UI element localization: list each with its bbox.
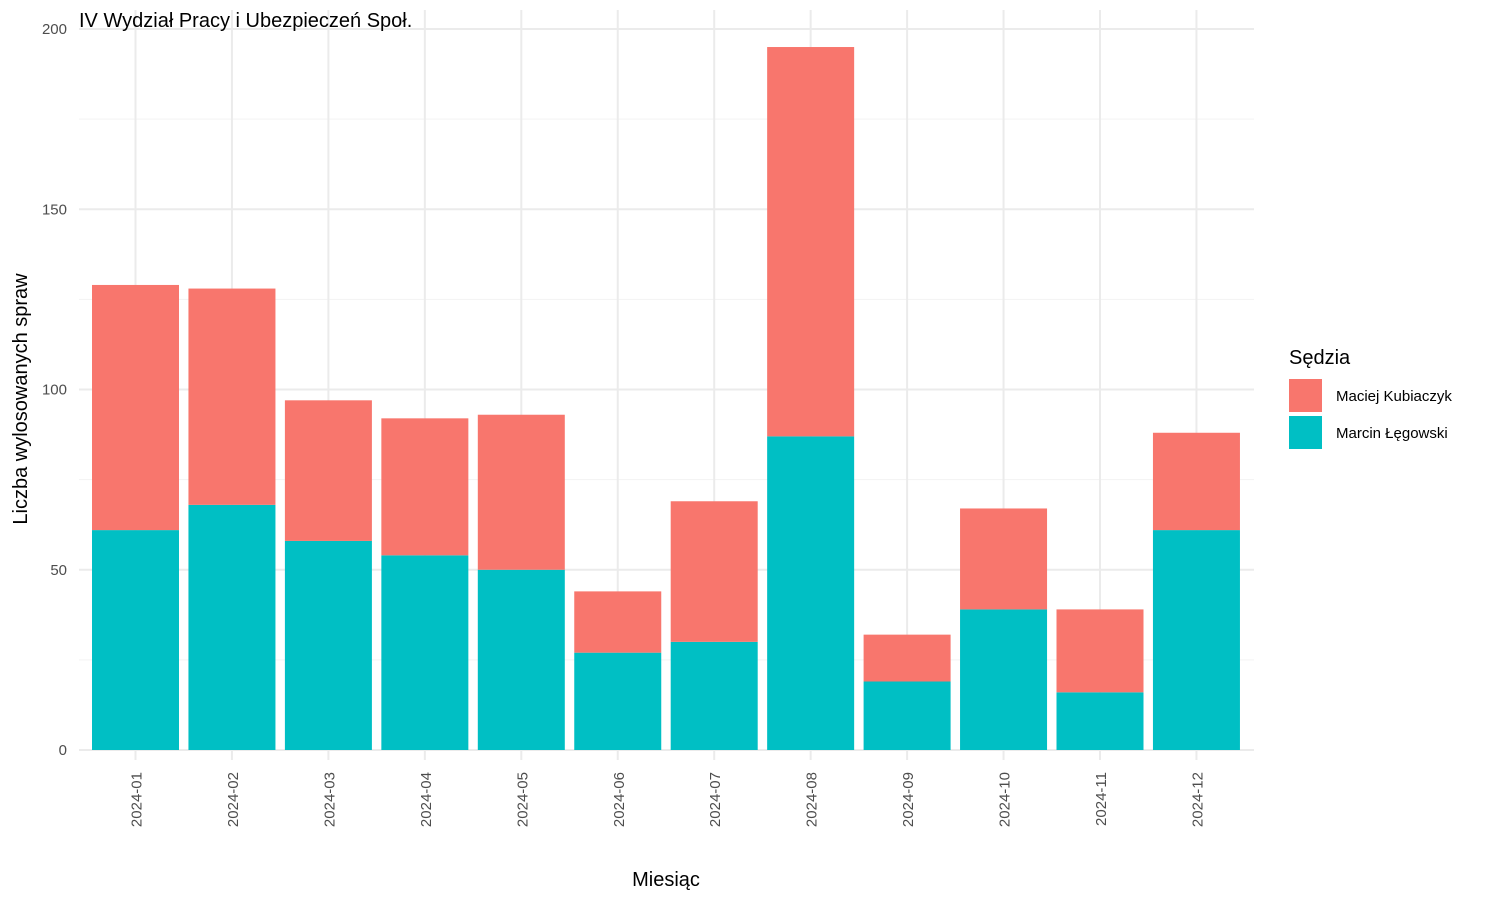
bar-maciej-kubiaczyk-2024-07 [670,501,758,642]
legend-swatch-marcin-legowski [1289,416,1322,449]
bar-marcin-legowski-2024-09 [863,681,951,750]
x-tick-label: 2024-10 [997,772,1014,827]
y-tick-label: 0 [59,742,67,759]
legend: Sędzia Maciej Kubiaczyk Marcin Łęgowski [1289,347,1452,449]
x-tick-label: 2024-04 [418,772,435,827]
x-axis-ticks: 2024-01 2024-02 2024-03 2024-04 2024-05 2024-… [129,772,1207,827]
bar-maciej-kubiaczyk-2024-02 [188,288,276,505]
bar-marcin-legowski-2024-08 [767,436,855,750]
bar-maciej-kubiaczyk-2024-10 [960,508,1048,610]
bar-marcin-legowski-2024-02 [188,504,276,750]
y-tick-label: 150 [42,201,67,218]
bar-marcin-legowski-2024-03 [284,540,372,750]
bar-marcin-legowski-2024-07 [670,641,758,750]
x-tick-label: 2024-08 [804,772,821,827]
x-tick-label: 2024-12 [1189,772,1206,827]
bar-maciej-kubiaczyk-2024-03 [284,400,372,541]
x-tick-label: 2024-01 [129,772,146,827]
x-tick-label: 2024-09 [900,772,917,827]
bar-marcin-legowski-2024-04 [381,555,469,750]
bar-maciej-kubiaczyk-2024-04 [381,418,469,556]
bar-maciej-kubiaczyk-2024-09 [863,634,951,682]
x-tick-label: 2024-07 [707,772,724,827]
bar-maciej-kubiaczyk-2024-06 [574,591,662,653]
legend-swatch-maciej-kubiaczyk [1289,379,1322,412]
y-tick-label: 50 [50,562,67,579]
x-tick-label: 2024-05 [514,772,531,827]
bar-marcin-legowski-2024-10 [960,609,1048,750]
x-tick-label: 2024-11 [1093,772,1110,826]
y-tick-label: 200 [42,21,67,38]
x-tick-label: 2024-03 [321,772,338,827]
bar-marcin-legowski-2024-11 [1056,692,1144,750]
x-axis-title: Miesiąc [632,869,700,891]
bar-maciej-kubiaczyk-2024-01 [92,284,179,531]
bar-marcin-legowski-2024-12 [1152,530,1240,750]
bar-marcin-legowski-2024-05 [477,569,565,750]
y-axis-ticks: 0 50 100 150 200 [42,21,67,759]
y-axis-title: Liczba wylosowanych spraw [10,273,32,525]
legend-label-maciej-kubiaczyk: Maciej Kubiaczyk [1336,388,1452,405]
bar-maciej-kubiaczyk-2024-11 [1056,609,1144,693]
bars-layer [92,47,1240,750]
bar-maciej-kubiaczyk-2024-12 [1152,432,1240,531]
bar-maciej-kubiaczyk-2024-05 [477,414,565,570]
bar-marcin-legowski-2024-06 [574,652,662,750]
legend-title: Sędzia [1289,347,1351,369]
x-tick-label: 2024-02 [225,772,242,827]
chart-title: IV Wydział Pracy i Ubezpieczeń Społ. [79,10,412,32]
y-tick-label: 100 [42,382,67,399]
bar-maciej-kubiaczyk-2024-08 [767,47,855,437]
bar-marcin-legowski-2024-01 [92,530,179,750]
legend-label-marcin-legowski: Marcin Łęgowski [1336,425,1448,442]
x-tick-label: 2024-06 [611,772,628,827]
